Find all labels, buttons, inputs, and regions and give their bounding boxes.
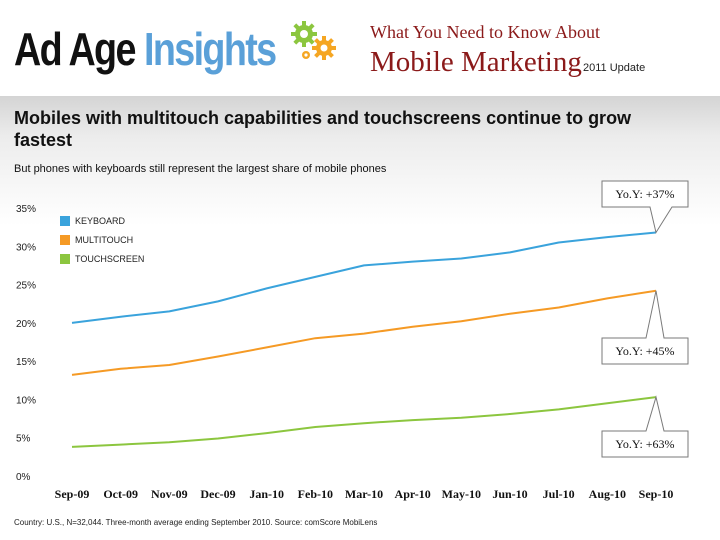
legend-swatch-touchscreen bbox=[60, 254, 70, 264]
x-tick-label: Sep-09 bbox=[55, 487, 90, 501]
chart-title: Mobiles with multitouch capabilities and… bbox=[14, 108, 632, 150]
legend-label-touchscreen: TOUCHSCREEN bbox=[75, 254, 144, 264]
x-tick-label: Feb-10 bbox=[298, 487, 333, 501]
callout-label-multitouch: Yo.Y: +45% bbox=[615, 344, 674, 358]
x-tick-label: Apr-10 bbox=[395, 487, 431, 501]
y-tick-label: 20% bbox=[16, 319, 36, 330]
x-tick-label: Dec-09 bbox=[200, 487, 235, 501]
y-tick-label: 35% bbox=[16, 204, 36, 215]
y-tick-label: 30% bbox=[16, 242, 36, 253]
legend-swatch-multitouch bbox=[60, 235, 70, 245]
x-tick-label: Nov-09 bbox=[151, 487, 188, 501]
headline-top: What You Need to Know About bbox=[370, 22, 600, 42]
x-tick-label: Mar-10 bbox=[345, 487, 383, 501]
series-line-keyboard bbox=[71, 231, 657, 324]
y-tick-label: 0% bbox=[16, 472, 31, 483]
chart-subtitle: But phones with keyboards still represen… bbox=[14, 163, 387, 175]
x-tick-label: May-10 bbox=[442, 487, 481, 501]
x-tick-label: Jan-10 bbox=[249, 487, 284, 501]
x-tick-label: Jun-10 bbox=[492, 487, 527, 501]
callout-box-keyboard bbox=[601, 180, 689, 234]
series-line-touchscreen bbox=[71, 396, 657, 448]
y-tick-label: 15% bbox=[16, 357, 36, 368]
x-tick-label: Aug-10 bbox=[589, 487, 626, 501]
chart-source-note: Country: U.S., N=32,044. Three-month ave… bbox=[14, 518, 378, 527]
x-tick-label: Jul-10 bbox=[543, 487, 575, 501]
ad-age-insights-logo: Ad Age Insights bbox=[14, 18, 336, 88]
legend-label-multitouch: MULTITOUCH bbox=[75, 235, 133, 245]
legend-swatch-keyboard bbox=[60, 216, 70, 226]
brand-insights: Insights bbox=[144, 23, 277, 75]
headline-update: 2011 Update bbox=[583, 62, 646, 74]
y-tick-label: 10% bbox=[16, 395, 36, 406]
series-line-multitouch bbox=[71, 289, 657, 376]
x-tick-label: Sep-10 bbox=[639, 487, 674, 501]
gears-icon bbox=[291, 21, 336, 60]
callout-label-touchscreen: Yo.Y: +63% bbox=[615, 437, 674, 451]
callout-box-multitouch bbox=[601, 290, 689, 365]
y-tick-label: 5% bbox=[16, 434, 31, 445]
content-background bbox=[0, 96, 720, 534]
callout-label-keyboard: Yo.Y: +37% bbox=[615, 187, 674, 201]
y-tick-label: 25% bbox=[16, 281, 36, 292]
callout-box-touchscreen bbox=[601, 395, 689, 458]
legend-label-keyboard: KEYBOARD bbox=[75, 216, 126, 226]
headline-main: Mobile Marketing bbox=[370, 46, 582, 78]
brand-ad-age: Ad Age bbox=[14, 23, 136, 75]
x-tick-label: Oct-09 bbox=[103, 487, 138, 501]
